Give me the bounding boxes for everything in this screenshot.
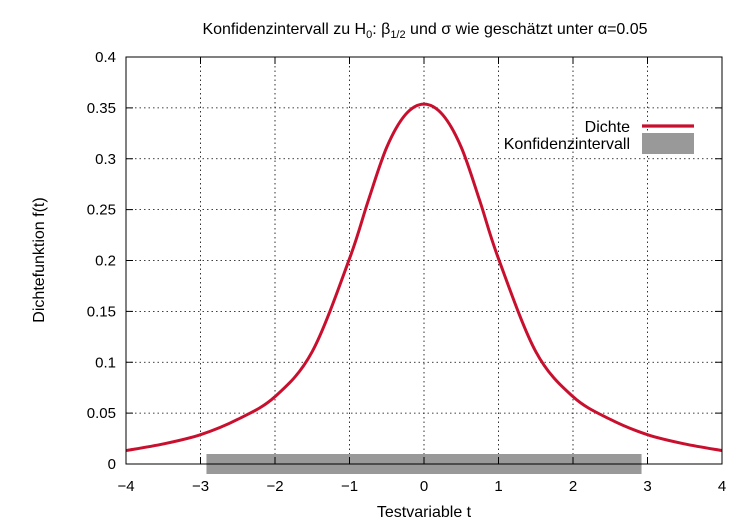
x-tick-label: 3	[643, 478, 651, 495]
y-tick-label: 0.4	[95, 49, 116, 66]
x-tick-label: 2	[569, 478, 577, 495]
y-tick-label: 0.05	[87, 405, 116, 422]
x-tick-label: −2	[266, 478, 283, 495]
y-tick-label: 0.3	[95, 151, 116, 168]
legend-label-dichte: Dichte	[585, 119, 630, 136]
x-tick-label: −3	[192, 478, 209, 495]
grid	[126, 57, 722, 464]
y-axis-title: Dichtefunktion f(t)	[31, 197, 48, 322]
y-tick-label: 0	[108, 456, 116, 473]
curve-layer	[125, 102, 723, 453]
x-axis-title: Testvariable t	[377, 504, 472, 521]
legend-swatch-konfidenzintervall	[642, 133, 694, 154]
y-tick-label: 0.1	[95, 354, 116, 371]
density-curve	[125, 102, 723, 453]
tick-labels: −4 −3 −2 −1 0 1 2 3 4 0 0.05 0.1 0.15 0.2 0.25 0.3 0.35 0…	[87, 49, 726, 495]
y-tick-label: 0.35	[87, 100, 116, 117]
x-tick-label: 1	[494, 478, 502, 495]
x-tick-label: 4	[718, 478, 726, 495]
x-tick-label: 0	[420, 478, 428, 495]
legend: Dichte Konfidenzintervall	[504, 119, 694, 154]
x-tick-label: −1	[341, 478, 358, 495]
legend-label-konfidenzintervall: Konfidenzintervall	[504, 136, 630, 153]
x-tick-label: −4	[117, 478, 134, 495]
chart-title: Konfidenzintervall zu H0: β1/2 und σ wie…	[202, 21, 647, 41]
y-tick-label: 0.25	[87, 202, 116, 219]
y-tick-label: 0.2	[95, 253, 116, 270]
ticks	[125, 56, 723, 465]
y-tick-label: 0.15	[87, 303, 116, 320]
